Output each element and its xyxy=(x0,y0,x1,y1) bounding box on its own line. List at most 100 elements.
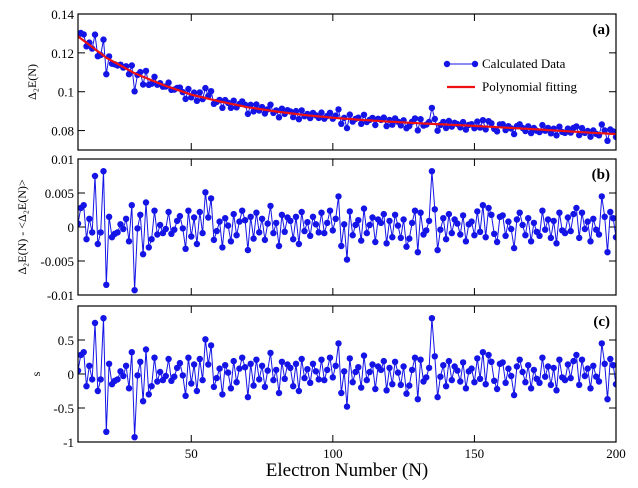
data-point xyxy=(278,358,286,365)
data-point xyxy=(207,88,215,95)
data-point xyxy=(117,368,124,375)
data-point xyxy=(593,226,600,233)
data-point xyxy=(391,358,399,365)
data-point xyxy=(151,73,158,81)
data-point xyxy=(190,361,198,368)
data-point xyxy=(508,225,515,233)
data-point xyxy=(445,357,453,365)
data-point xyxy=(94,387,102,395)
data-point xyxy=(462,385,470,392)
data-point xyxy=(400,216,407,223)
data-point xyxy=(156,221,164,229)
data-point xyxy=(369,214,376,221)
data-point xyxy=(83,383,90,390)
data-point xyxy=(380,114,387,121)
data-point xyxy=(561,229,569,237)
data-point xyxy=(471,379,478,386)
x-tick-label: 50 xyxy=(185,446,198,461)
data-point xyxy=(595,231,603,238)
data-point xyxy=(601,213,608,220)
data-point xyxy=(258,215,266,222)
data-point xyxy=(338,242,345,250)
data-point xyxy=(173,217,181,225)
data-point xyxy=(341,221,348,228)
data-point xyxy=(442,124,450,132)
data-point xyxy=(182,95,189,103)
data-point xyxy=(403,390,410,397)
data-point xyxy=(244,393,252,401)
data-point xyxy=(188,380,195,387)
data-point xyxy=(527,238,535,245)
data-point xyxy=(406,235,413,242)
data-point xyxy=(604,249,611,256)
data-point xyxy=(103,428,110,435)
panel-frame xyxy=(77,13,617,151)
data-point xyxy=(604,396,611,403)
data-point xyxy=(499,359,506,366)
data-point xyxy=(383,240,390,247)
data-point xyxy=(556,209,563,216)
data-point xyxy=(338,120,345,128)
data-point xyxy=(485,204,492,212)
data-point xyxy=(326,109,334,117)
data-point xyxy=(610,215,616,222)
data-point xyxy=(474,355,481,362)
data-point xyxy=(482,381,489,388)
data-point xyxy=(431,206,438,213)
data-point xyxy=(324,219,331,227)
data-point xyxy=(338,389,345,397)
panel-frame xyxy=(77,158,617,296)
data-point xyxy=(513,363,521,370)
data-point xyxy=(295,387,303,395)
data-point xyxy=(173,364,181,372)
data-point xyxy=(522,232,529,239)
data-point xyxy=(91,31,99,38)
data-point xyxy=(389,121,396,128)
data-point xyxy=(448,229,455,237)
data-point xyxy=(434,127,441,134)
data-point xyxy=(128,202,135,209)
data-point xyxy=(241,217,249,224)
data-point xyxy=(397,122,404,129)
data-point xyxy=(89,229,96,236)
data-point xyxy=(315,376,322,383)
data-point xyxy=(542,373,549,380)
data-point xyxy=(386,364,393,372)
data-point xyxy=(411,115,419,122)
y-axis-label: s xyxy=(29,371,43,376)
data-point xyxy=(227,385,235,392)
data-point xyxy=(499,121,506,128)
y-axis-label: Δ₂E(N) xyxy=(25,64,39,100)
data-point xyxy=(154,378,161,385)
data-point xyxy=(256,376,263,383)
data-point xyxy=(437,373,444,380)
data-point xyxy=(539,207,546,214)
data-point xyxy=(431,353,438,360)
data-point xyxy=(417,356,424,363)
data-point xyxy=(131,287,138,294)
data-point xyxy=(576,381,583,389)
data-point xyxy=(417,116,424,123)
data-point xyxy=(584,365,591,372)
data-point xyxy=(219,244,226,251)
data-point xyxy=(213,374,220,382)
data-point xyxy=(329,374,336,381)
data-point xyxy=(360,111,368,119)
data-point xyxy=(372,385,379,393)
data-point xyxy=(468,218,475,225)
data-point xyxy=(434,246,441,254)
data-point xyxy=(207,342,215,349)
data-point xyxy=(389,381,396,388)
data-point xyxy=(148,236,155,243)
data-point xyxy=(442,383,450,390)
data-point xyxy=(179,372,186,379)
data-point xyxy=(519,221,526,229)
data-point xyxy=(346,111,353,118)
y-axis-label: Δ₂E(N) - <Δ₂E(N)> xyxy=(15,179,29,275)
data-point xyxy=(326,354,334,361)
data-point xyxy=(193,240,201,248)
data-point xyxy=(394,222,402,229)
data-point xyxy=(411,354,419,361)
data-point xyxy=(573,351,580,359)
data-point xyxy=(434,393,441,401)
